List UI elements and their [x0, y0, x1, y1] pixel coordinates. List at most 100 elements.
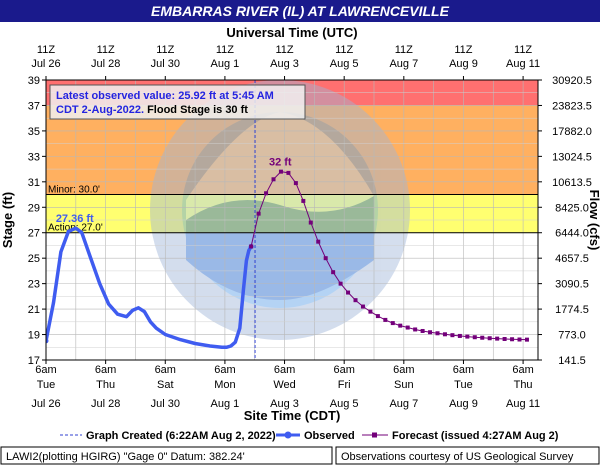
left-tick-label: 23: [28, 279, 40, 291]
forecast-point: [375, 314, 380, 319]
right-tick-label: 4657.5: [555, 253, 589, 265]
bottom-tick-label-date: Jul 28: [91, 398, 120, 410]
forecast-point: [308, 220, 313, 225]
bottom-tick-label-time: 6am: [453, 364, 474, 376]
forecast-point: [405, 325, 410, 330]
left-axis-ticks: 17 19 21 23 25 27 29 31 33 35 37 39: [28, 75, 46, 367]
legend-observed-dot: [284, 431, 292, 439]
bottom-tick-label-day: Sat: [157, 379, 174, 391]
bottom-tick-label-date: Aug 5: [330, 398, 359, 410]
bottom-tick-label-time: 6am: [95, 364, 116, 376]
noaa-watermark-ring: [150, 80, 410, 340]
bottom-tick-label-time: 6am: [155, 364, 176, 376]
forecast-point: [495, 336, 500, 341]
top-tick-label-date: Jul 30: [151, 58, 180, 70]
bottom-tick-label-time: 6am: [393, 364, 414, 376]
right-tick-label: 1774.5: [555, 304, 589, 316]
bottom-tick-label-time: 6am: [35, 364, 56, 376]
bottom-tick-label-date: Jul 30: [151, 398, 180, 410]
title-bar-background: [0, 0, 600, 22]
legend-observed-label: Observed: [304, 430, 355, 442]
forecast-point: [383, 317, 388, 322]
top-tick-label-time: 11Z: [216, 44, 234, 56]
band-action: [46, 194, 538, 233]
bottom-tick-label-date: Aug 11: [506, 398, 540, 410]
top-tick-label-date: Jul 26: [31, 58, 60, 70]
observed-point: [46, 338, 49, 344]
bottom-tick-label-day: Tue: [37, 379, 56, 391]
bottom-tick-label-time: 6am: [333, 364, 354, 376]
bottom-tick-label-date: Jul 26: [31, 398, 60, 410]
top-tick-label-time: 11Z: [395, 44, 413, 56]
top-tick-label-time: 11Z: [335, 44, 353, 56]
right-tick-label: 17882.0: [552, 126, 592, 138]
bottom-tick-label-date: Aug 9: [449, 398, 478, 410]
series-layer: [46, 169, 529, 350]
minor-stage-label: Minor: 30.0': [48, 185, 100, 196]
noaa-watermark-inner: [182, 112, 378, 308]
noaa-watermark-bird: [186, 112, 374, 220]
top-tick-label-time: 11Z: [156, 44, 174, 56]
noaa-watermark-wave: [186, 196, 374, 300]
left-tick-label: 25: [28, 253, 40, 265]
left-tick-label: 21: [28, 304, 40, 316]
bottom-tick-label-date: Aug 3: [270, 398, 299, 410]
legend-forecast-square: [372, 432, 377, 438]
latest-value-line2: CDT 2-Aug-2022. Flood Stage is 30 ft: [56, 104, 248, 116]
right-tick-label: 141.5: [558, 355, 586, 367]
plot-border: [45, 79, 539, 361]
top-tick-label-date: Aug 11: [506, 58, 540, 70]
forecast-point: [480, 335, 485, 340]
top-axis-title: Universal Time (UTC): [226, 25, 357, 40]
top-tick-label-date: Aug 5: [330, 58, 359, 70]
forecast-point: [360, 304, 365, 309]
band-minor-flood: [46, 105, 538, 195]
forecast-point: [286, 170, 291, 175]
forecast-point: [435, 331, 440, 336]
left-tick-label: 17: [28, 355, 40, 367]
footer-datum-box: [0, 446, 333, 465]
forecast-point: [353, 298, 358, 303]
left-tick-label: 33: [28, 151, 40, 163]
forecast-point: [420, 328, 425, 333]
footer-datum: LAWI2(plotting HGIRG) "Gage 0" Datum: 38…: [6, 451, 245, 463]
right-tick-label: 773.0: [558, 330, 586, 342]
right-axis-ticks: 141.5 773.0 1774.5 3090.5 4657.5 6444.0 8425.0…: [538, 75, 592, 367]
top-tick-label-date: Aug 7: [389, 58, 418, 70]
title-bar: EMBARRAS RIVER (IL) AT LAWRENCEVILLE: [0, 0, 600, 22]
forecast-point: [301, 198, 306, 203]
forecast-point: [338, 281, 343, 286]
observed-peak-label: 27.36 ft: [56, 213, 94, 225]
right-tick-label: 8425.0: [555, 202, 589, 214]
bottom-tick-label-date: Aug 7: [389, 398, 418, 410]
forecast-point: [346, 290, 351, 295]
forecast-point: [264, 191, 269, 196]
top-axis-ticks: 11Z Jul 26 11Z Jul 28 11Z Jul 30 11Z Aug 1 11Z Au…: [31, 44, 540, 80]
forecast-point: [487, 336, 492, 341]
right-tick-label: 13024.5: [552, 151, 592, 163]
forecast-peak-label: 32 ft: [269, 157, 292, 169]
bottom-tick-label-date: Aug 1: [211, 398, 240, 410]
bottom-tick-label-day: Mon: [214, 379, 235, 391]
forecast-point: [457, 333, 462, 338]
latest-value-box-bg: [49, 84, 306, 120]
bottom-tick-label-day: Sun: [394, 379, 414, 391]
bottom-tick-label-day: Tue: [454, 379, 473, 391]
forecast-point: [465, 334, 470, 339]
forecast-point: [428, 330, 433, 335]
footer-credit-box: [335, 446, 600, 465]
footer-credit: Observations courtesy of US Geological S…: [341, 451, 574, 463]
bottom-tick-label-day: Thu: [96, 379, 115, 391]
top-tick-label-time: 11Z: [275, 44, 293, 56]
right-tick-label: 10613.5: [552, 177, 592, 189]
forecast-point: [502, 337, 507, 341]
bottom-tick-label-day: Thu: [514, 379, 533, 391]
forecast-point: [278, 169, 283, 174]
bottom-tick-label-time: 6am: [512, 364, 533, 376]
observed-series-line: [46, 226, 253, 350]
right-tick-label: 23823.5: [552, 100, 592, 112]
footer: LAWI2(plotting HGIRG) "Gage 0" Datum: 38…: [0, 446, 600, 465]
forecast-point: [331, 270, 336, 275]
top-tick-label-date: Jul 28: [91, 58, 120, 70]
left-tick-label: 31: [28, 177, 40, 189]
